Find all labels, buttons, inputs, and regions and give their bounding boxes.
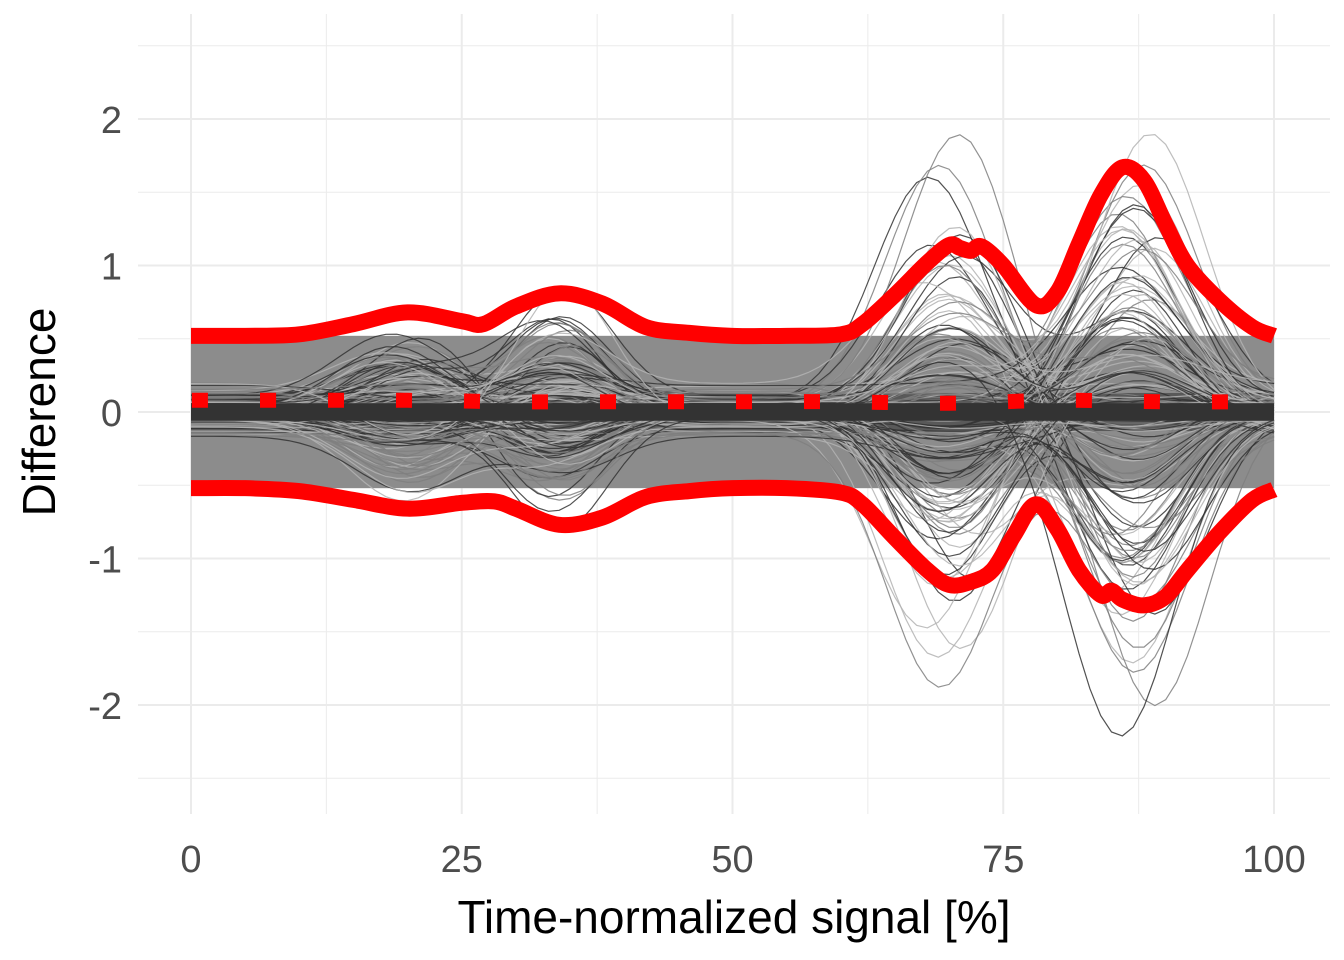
sample-curves <box>190 133 1275 737</box>
y-tick-label: 2 <box>101 100 122 142</box>
sample-curve <box>190 282 1275 436</box>
sample-curve <box>191 248 1275 416</box>
y-axis-title: Difference <box>13 308 65 517</box>
limit-lines <box>190 158 1278 614</box>
sample-curve <box>191 380 1275 531</box>
y-tick-label: 1 <box>101 247 122 289</box>
y-tick-label: 0 <box>101 393 122 435</box>
mean-line <box>191 392 1275 411</box>
x-tick-label: 75 <box>982 839 1024 881</box>
mean-band <box>191 403 1274 421</box>
sample-curve <box>191 266 1275 398</box>
sample-curve <box>190 277 1275 479</box>
y-tick-label: -1 <box>88 540 122 582</box>
y-tick-label: -2 <box>88 686 122 728</box>
x-tick-label: 100 <box>1242 839 1305 881</box>
sample-curve <box>191 311 1275 494</box>
x-axis-ticks: 0 25 50 75 100 <box>180 839 1305 881</box>
x-tick-label: 0 <box>180 839 201 881</box>
y-axis-ticks: -2 -1 0 1 2 <box>88 100 122 728</box>
upper-limit-line <box>190 158 1278 345</box>
sample-curve <box>191 134 1275 578</box>
lower-limit-line <box>190 479 1278 614</box>
sample-curve <box>191 433 1275 552</box>
x-tick-label: 25 <box>441 839 483 881</box>
x-axis-title: Time-normalized signal [%] <box>457 891 1010 943</box>
sample-curve <box>191 431 1275 688</box>
x-tick-label: 50 <box>711 839 753 881</box>
